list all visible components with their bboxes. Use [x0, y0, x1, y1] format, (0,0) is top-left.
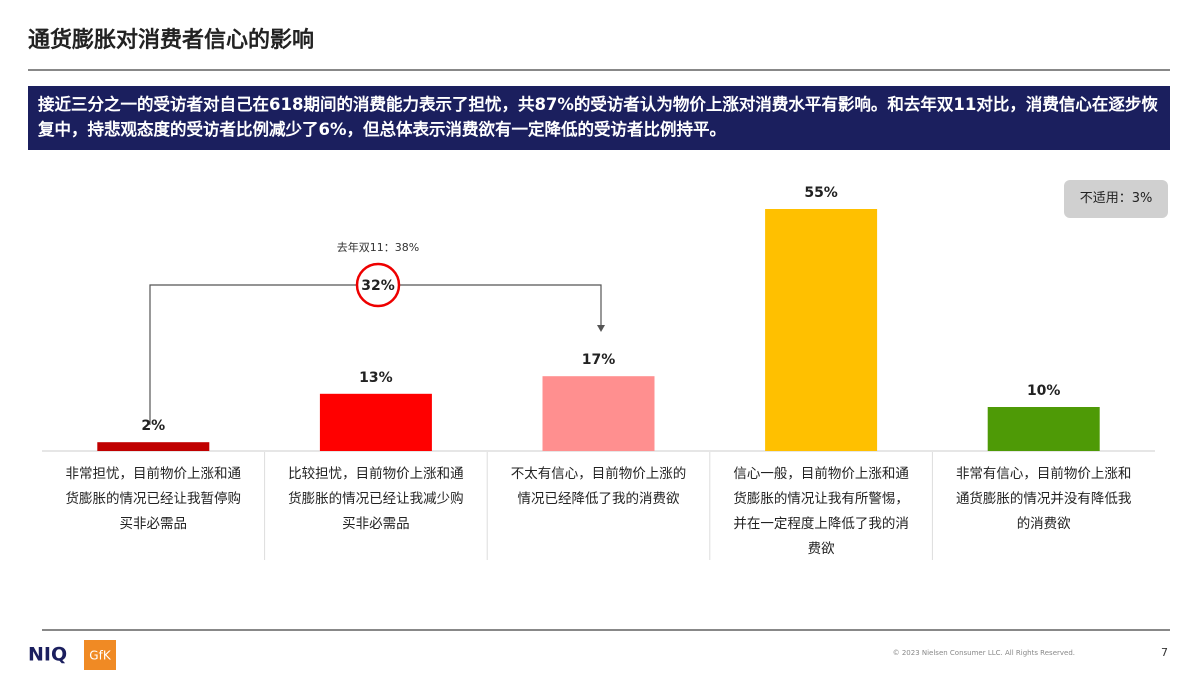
bar	[319, 393, 432, 451]
value-label: 10%	[1027, 383, 1061, 399]
summary: 接近三分之一的受访者对自己在618期间的消费能力表示了担忧，共87%的受访者认为…	[28, 86, 1170, 150]
logo: NIQ	[28, 644, 67, 666]
arrow	[597, 325, 605, 332]
partner-logo: GfK	[89, 649, 112, 663]
bar	[765, 209, 878, 451]
category-label: 信心一般，目前物价上涨和通货膨胀的情况让我有所警惕，并在一定程度上降低了我的消费…	[733, 466, 909, 557]
copyright: © 2023 Nielsen Consumer LLC. All Rights …	[893, 649, 1075, 657]
value-label: 55%	[804, 185, 838, 201]
divider	[28, 69, 1170, 71]
bar	[97, 442, 210, 451]
value-label: 2%	[141, 418, 165, 434]
bar	[542, 376, 655, 451]
combined-label: 32%	[361, 278, 395, 294]
category-label: 不太有信心，目前物价上涨的情况已经降低了我的消费欲	[510, 466, 687, 507]
category-label: 比较担忧，目前物价上涨和通货膨胀的情况已经让我减少购买非必需品	[288, 466, 464, 532]
highlight-circle	[355, 262, 401, 308]
last-year-label: 去年双11：38%	[337, 240, 419, 254]
value-label: 17%	[582, 352, 616, 368]
value-label: 13%	[359, 370, 393, 386]
bar	[987, 407, 1100, 451]
not-applicable: 不适用：3%	[1064, 180, 1168, 218]
page-number: 7	[1161, 646, 1168, 659]
category-label: 非常有信心，目前物价上涨和通货膨胀的情况并没有降低我的消费欲	[955, 466, 1132, 532]
title: 通货膨胀对消费者信心的影响	[28, 28, 315, 53]
category-label: 非常担忧，目前物价上涨和通货膨胀的情况已经让我暂停购买非必需品	[65, 466, 242, 532]
partner-logo-box	[84, 640, 116, 670]
